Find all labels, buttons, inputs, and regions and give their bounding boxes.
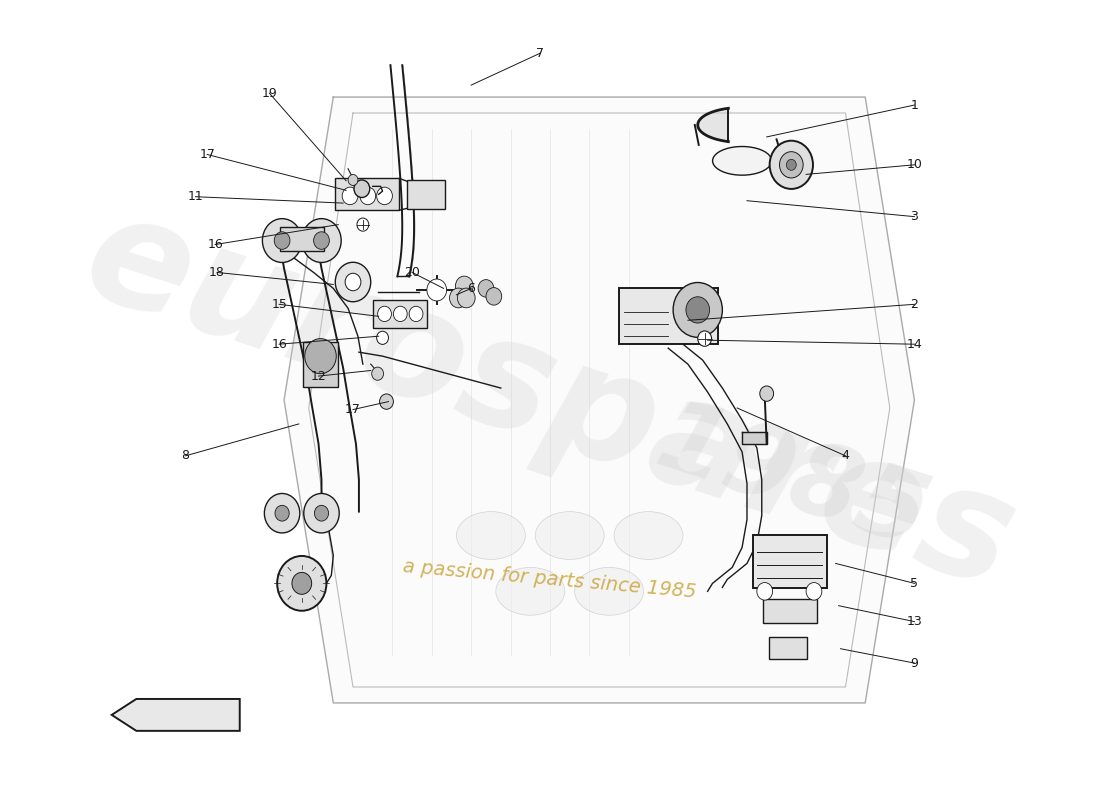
Text: 17: 17 [199,148,216,161]
Circle shape [486,287,502,305]
Text: 2: 2 [911,298,918,311]
FancyBboxPatch shape [279,227,323,251]
Circle shape [686,297,710,323]
FancyBboxPatch shape [336,178,399,210]
Circle shape [263,218,301,262]
Circle shape [786,159,796,170]
Circle shape [376,331,388,344]
Ellipse shape [614,512,683,559]
Circle shape [394,306,407,322]
Circle shape [427,279,447,301]
Text: 8: 8 [182,450,189,462]
Text: 3: 3 [911,210,918,223]
Circle shape [315,506,329,521]
Text: 17: 17 [345,403,361,416]
FancyBboxPatch shape [407,180,444,209]
Text: 4: 4 [842,450,849,462]
FancyBboxPatch shape [373,299,427,328]
Circle shape [455,276,473,296]
Circle shape [292,572,311,594]
Circle shape [345,274,361,290]
Text: 13: 13 [906,615,922,628]
Polygon shape [742,432,767,444]
Text: 14: 14 [906,338,922,350]
Circle shape [348,174,358,186]
FancyBboxPatch shape [762,599,817,623]
Text: eurospares: eurospares [67,180,1033,620]
Text: 1985: 1985 [645,390,939,569]
Circle shape [376,187,393,205]
Ellipse shape [536,512,604,559]
Polygon shape [284,97,914,703]
Circle shape [277,556,327,610]
Text: 16: 16 [207,238,223,251]
Circle shape [697,331,712,346]
Text: 9: 9 [911,657,918,670]
Ellipse shape [456,512,526,559]
Circle shape [264,494,300,533]
FancyBboxPatch shape [302,342,339,386]
FancyBboxPatch shape [618,288,717,345]
Text: 6: 6 [468,282,475,295]
Circle shape [304,494,339,533]
Text: 12: 12 [310,370,327,382]
Circle shape [450,288,468,308]
Text: 5: 5 [911,577,918,590]
Text: 15: 15 [272,298,287,311]
Circle shape [478,280,494,297]
FancyBboxPatch shape [752,535,827,588]
Circle shape [760,386,773,402]
Polygon shape [713,146,771,175]
Circle shape [673,282,723,338]
Text: 19: 19 [262,86,277,99]
Circle shape [356,218,369,231]
Circle shape [274,232,290,250]
Text: 7: 7 [536,46,544,60]
Text: 11: 11 [187,190,204,203]
Text: 16: 16 [272,338,287,350]
Circle shape [458,288,475,308]
Circle shape [409,306,422,322]
Circle shape [275,506,289,521]
FancyBboxPatch shape [770,637,807,659]
Ellipse shape [496,567,564,615]
Circle shape [301,218,341,262]
Polygon shape [697,108,728,142]
Polygon shape [112,699,240,731]
Circle shape [336,262,371,302]
Circle shape [342,187,358,205]
Text: 10: 10 [906,158,923,171]
Circle shape [354,180,370,198]
Circle shape [379,394,394,410]
Circle shape [305,338,337,374]
Circle shape [757,582,772,600]
Circle shape [360,187,376,205]
Text: 1: 1 [911,98,918,111]
Circle shape [377,306,392,322]
Circle shape [372,367,384,380]
Circle shape [770,141,813,189]
Text: 18: 18 [209,266,226,279]
Text: a passion for parts since 1985: a passion for parts since 1985 [403,557,697,602]
Ellipse shape [574,567,644,615]
Circle shape [780,152,803,178]
Circle shape [314,232,329,250]
Text: 20: 20 [404,266,420,279]
Circle shape [806,582,822,600]
